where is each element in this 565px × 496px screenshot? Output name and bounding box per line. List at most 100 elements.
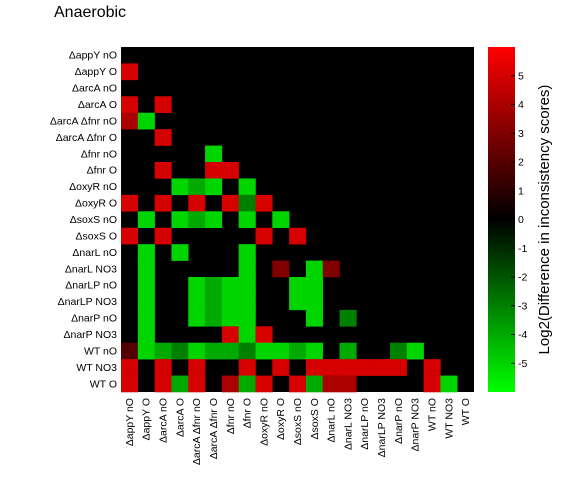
heatmap-cell — [238, 293, 256, 311]
heatmap-cell — [289, 342, 307, 360]
row-label: ΔarcA Δfnr nO — [50, 115, 117, 127]
heatmap-cell — [305, 359, 324, 376]
heatmap-cell — [121, 96, 139, 114]
heatmap-cell — [221, 342, 239, 360]
colorbar-tick-label: -5 — [518, 358, 527, 370]
row-label: ΔnarLP NO3 — [58, 296, 118, 308]
column-label: WT nO — [426, 398, 438, 431]
column-label: ΔappY O — [141, 398, 153, 440]
column-label: ΔnarP nO — [393, 398, 405, 444]
heatmap-cell — [255, 227, 273, 245]
heatmap-cell — [238, 309, 256, 327]
row-label: ΔarcA Δfnr O — [56, 132, 117, 144]
heatmap-cell — [171, 342, 189, 360]
heatmap-cell — [322, 359, 340, 376]
column-label: ΔnarLP nO — [359, 398, 371, 450]
row-label: ΔappY O — [75, 66, 117, 78]
colorbar-tick-label: 0 — [518, 214, 524, 226]
heatmap-cell — [238, 260, 256, 278]
heatmap-cell — [423, 375, 441, 393]
heatmap-cell — [255, 194, 273, 212]
heatmap-cell — [188, 211, 206, 229]
heatmap-cell — [137, 326, 155, 344]
heatmap-cell — [137, 293, 155, 311]
heatmap-cell — [205, 145, 223, 163]
heatmap-cell — [154, 129, 172, 146]
heatmap-cell — [121, 227, 139, 245]
row-label: ΔoxyR O — [75, 198, 117, 210]
heatmap-cell — [305, 375, 324, 393]
heatmap-cell — [272, 359, 290, 376]
heatmap-cell — [272, 260, 290, 278]
colorbar — [488, 47, 515, 392]
column-label: ΔnarP NO3 — [410, 398, 422, 452]
heatmap-cell — [238, 178, 256, 196]
heatmap-cell — [154, 359, 172, 376]
heatmap-cell — [205, 211, 223, 229]
heatmap-cell — [205, 293, 223, 311]
heatmap-cell — [137, 211, 155, 229]
heatmap-cell — [121, 359, 139, 376]
heatmap-cell — [205, 309, 223, 327]
column-label: ΔarcA Δfnr O — [208, 398, 220, 459]
heatmap-cell — [154, 194, 172, 212]
heatmap-cell — [305, 342, 324, 360]
heatmap-cell — [255, 342, 273, 360]
row-label: WT nO — [84, 345, 117, 357]
colorbar-tick-label: 3 — [518, 128, 524, 140]
column-label: ΔnarL NO3 — [342, 398, 354, 450]
heatmap-cell — [272, 211, 290, 229]
column-label: WT O — [460, 398, 472, 425]
row-label: ΔnarL NO3 — [65, 263, 117, 275]
heatmap-cell — [205, 162, 223, 179]
heatmap-cell — [289, 277, 307, 294]
heatmap-cell — [188, 309, 206, 327]
heatmap-cell — [205, 342, 223, 360]
heatmap-cell — [221, 277, 239, 294]
heatmap-cell — [373, 359, 391, 376]
heatmap-cell — [171, 375, 189, 393]
heatmap-cell — [305, 293, 324, 311]
heatmap-cell — [339, 309, 357, 327]
heatmap-cell — [339, 375, 357, 393]
column-label: ΔoxyR O — [275, 398, 287, 440]
heatmap-cell — [188, 342, 206, 360]
heatmap-cell — [121, 342, 139, 360]
colorbar-tick-label: -2 — [518, 272, 527, 284]
heatmap-cell — [339, 342, 357, 360]
heatmap-cell — [154, 375, 172, 393]
heatmap-cell — [121, 112, 139, 130]
heatmap-cell — [121, 63, 139, 81]
heatmap-cell — [238, 194, 256, 212]
heatmap-cell — [289, 293, 307, 311]
chart-title: Anaerobic — [54, 4, 127, 21]
heatmap-cell — [188, 178, 206, 196]
heatmap-cell — [188, 359, 206, 376]
heatmap-cell — [255, 326, 273, 344]
heatmap-cell — [238, 359, 256, 376]
colorbar-tick-label: 2 — [518, 157, 524, 169]
heatmap-cell — [221, 309, 239, 327]
heatmap-cell — [238, 211, 256, 229]
row-label: ΔarcA nO — [72, 83, 117, 95]
heatmap-cell — [221, 194, 239, 212]
heatmap-cell — [238, 326, 256, 344]
column-label: ΔarcA nO — [158, 398, 170, 443]
colorbar-tick-label: 1 — [518, 185, 524, 197]
heatmap-cell — [137, 244, 155, 261]
column-label: ΔnarLP NO3 — [376, 398, 388, 458]
column-label: ΔappY nO — [124, 398, 136, 446]
row-label: Δfnr O — [87, 165, 117, 177]
heatmap-cell — [238, 342, 256, 360]
heatmap-cell — [188, 293, 206, 311]
heatmap-cell — [154, 96, 172, 114]
column-label: ΔarcA Δfnr nO — [191, 398, 203, 465]
heatmap-cell — [339, 359, 357, 376]
heatmap-cell — [221, 326, 239, 344]
heatmap-cell — [289, 375, 307, 393]
heatmap-cell — [188, 194, 206, 212]
heatmap-cell — [188, 375, 206, 393]
column-label: ΔsoxS O — [309, 398, 321, 439]
row-label: ΔnarP NO3 — [63, 329, 117, 341]
row-label: ΔnarLP nO — [65, 280, 117, 292]
